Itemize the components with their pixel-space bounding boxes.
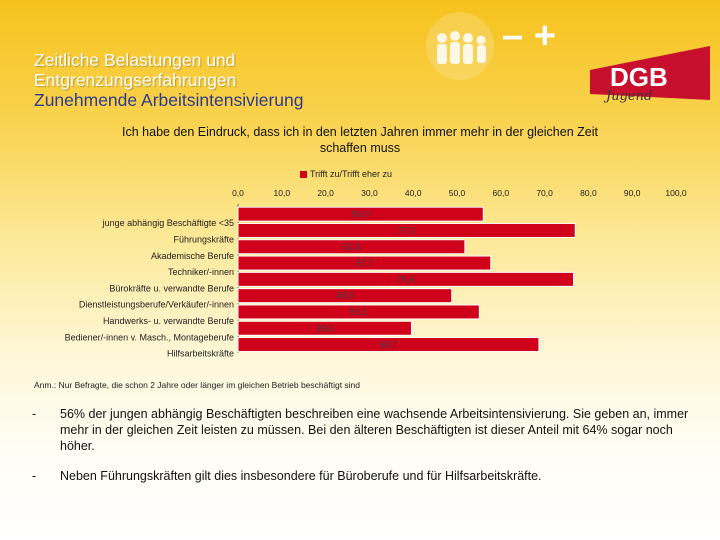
bar-value-label: 55,1	[350, 307, 368, 317]
bar	[237, 320, 412, 336]
bullet-1-dash: -	[32, 407, 37, 421]
x-tick-label: 30,0	[361, 188, 378, 198]
x-tick-label: 50,0	[449, 188, 466, 198]
logo-graphic: – + DGB Jugend	[426, 12, 710, 104]
chart-title: Ich habe den Eindruck, dass ich in den l…	[122, 125, 598, 155]
title-line-1: Zeitliche Belastungen und	[34, 50, 236, 70]
minus-plus-icon: – +	[502, 15, 556, 57]
bar-chart: 0,0 10,0 20,0 30,0 40,0 50,0 60,0 70,0 80,0 90,0 1…	[65, 188, 687, 359]
bullet-2: - Neben Führungskräften gilt dies insbes…	[32, 468, 690, 484]
bar-value-label: 51,8	[343, 242, 361, 252]
category-label: Hilfsarbeitskräfte	[167, 349, 234, 359]
brand-banner	[590, 46, 710, 100]
dgb-jugend-logo: – + DGB Jugend	[420, 8, 710, 108]
category-label: Bürokräfte u. verwandte Berufe	[109, 283, 234, 293]
bar-value-label: 57,7	[356, 258, 374, 268]
bar	[237, 255, 492, 271]
bar-value-label: 77,0	[398, 225, 416, 235]
x-tick-label: 90,0	[624, 188, 641, 198]
subtitle: Zunehmende Arbeitsintensivierung	[34, 90, 304, 110]
bullet-2-text: Neben Führungskräften gilt dies insbeson…	[60, 469, 542, 483]
bullet-2-dash: -	[32, 469, 37, 483]
category-label: Techniker/-innen	[168, 267, 234, 277]
category-label: Handwerks- u. verwandte Berufe	[103, 316, 234, 326]
bar-value-label: 76,6	[397, 274, 415, 284]
bar	[237, 304, 480, 320]
bar-value-label: 48,8	[336, 291, 354, 301]
legend-label: Trifft zu/Trifft eher zu	[310, 169, 393, 179]
x-tick-label: 10,0	[274, 188, 291, 198]
category-label: Akademische Berufe	[151, 251, 234, 261]
category-label: Führungskräfte	[173, 234, 234, 244]
x-tick-label: 20,0	[317, 188, 334, 198]
bar	[237, 206, 484, 222]
brand-text: DGB	[610, 62, 668, 92]
people-icon	[437, 31, 486, 64]
chart-legend: Trifft zu/Trifft eher zu	[300, 169, 392, 179]
bar-value-label: 39,6	[316, 323, 334, 333]
bar	[237, 337, 540, 353]
bar	[237, 239, 466, 255]
footnote: Anm.: Nur Befragte, die schon 2 Jahre od…	[34, 380, 361, 390]
legend-swatch	[300, 170, 307, 178]
bar-value-label: 56,0	[352, 209, 370, 219]
title-line-2: Entgrenzungserfahrungen	[34, 70, 237, 90]
x-tick-label: 80,0	[580, 188, 597, 198]
x-tick-label: 70,0	[536, 188, 553, 198]
bullet-1: - 56% der jungen abhängig Beschäftigten …	[32, 406, 690, 454]
slide-header: Zeitliche Belastungen und Entgrenzungser…	[34, 50, 434, 110]
bar	[237, 222, 576, 238]
category-label: Dienstleistungsberufe/Verkäufer/-innen	[79, 300, 234, 310]
x-tick-label: 60,0	[493, 188, 510, 198]
x-tick-label: 0,0	[232, 188, 244, 198]
bar	[237, 271, 575, 287]
bar	[237, 288, 453, 304]
brand-sub-text: Jugend	[603, 89, 652, 104]
bullet-1-text: 56% der jungen abhängig Beschäftigten be…	[60, 407, 689, 453]
x-tick-label: 40,0	[405, 188, 422, 198]
category-label: junge abhängig Beschäftigte <35	[102, 218, 234, 228]
category-label: Bediener/-innen v. Masch., Montageberufe	[65, 332, 234, 342]
x-tick-label: 100,0	[665, 188, 687, 198]
bar-value-label: 68,7	[380, 340, 398, 350]
